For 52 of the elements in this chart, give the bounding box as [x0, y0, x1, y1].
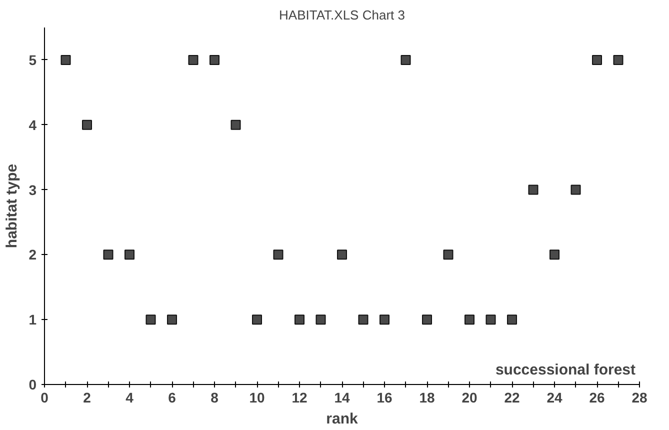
point — [486, 314, 496, 325]
point — [273, 250, 284, 260]
point — [316, 314, 326, 325]
point — [507, 314, 517, 325]
point — [60, 54, 71, 65]
point — [252, 314, 262, 325]
point — [422, 314, 432, 325]
point — [337, 250, 347, 260]
point — [443, 250, 454, 260]
y-axis-title: habitat type — [4, 164, 21, 248]
point — [592, 54, 602, 65]
point — [528, 184, 538, 195]
x-tick-label: 26 — [589, 390, 605, 406]
point — [82, 120, 92, 130]
x-tick-label: 2 — [83, 390, 92, 406]
point — [210, 54, 220, 65]
y-tick-label: 2 — [28, 246, 37, 263]
x-tick-label: 28 — [632, 390, 648, 406]
y-tick-label: 1 — [28, 312, 37, 328]
point — [103, 250, 114, 260]
chart-title: HABITAT.XLS Chart 3 — [279, 8, 405, 22]
x-tick-label: 20 — [462, 390, 478, 406]
x-tick-label: 18 — [419, 390, 435, 406]
y-tick-label: 3 — [28, 182, 37, 198]
point — [464, 314, 474, 325]
point — [570, 184, 581, 195]
x-tick-label: 4 — [126, 390, 134, 406]
annotation: successional forest — [495, 362, 636, 378]
point — [613, 54, 624, 65]
x-tick-label: 0 — [40, 390, 49, 406]
point — [230, 120, 241, 130]
x-tick-label: 14 — [334, 390, 350, 406]
point — [380, 314, 390, 325]
x-tick-label: 16 — [376, 390, 392, 406]
x-tick-label: 12 — [292, 390, 308, 406]
x-axis-title: rank — [326, 410, 358, 428]
point — [400, 54, 411, 65]
x-tick-label: 6 — [168, 390, 176, 406]
point — [294, 314, 304, 325]
point — [358, 314, 368, 325]
x-tick-label: 22 — [504, 390, 520, 406]
x-tick-label: 24 — [546, 390, 562, 406]
x-tick-label: 10 — [249, 390, 265, 406]
x-tick-label: 8 — [210, 390, 219, 406]
y-tick-label: 0 — [28, 376, 37, 392]
point — [167, 314, 177, 325]
point — [146, 314, 156, 325]
y-tick-label: 5 — [28, 52, 37, 68]
point — [188, 54, 198, 65]
point — [550, 250, 560, 260]
point — [124, 250, 134, 260]
y-tick-label: 4 — [28, 116, 37, 133]
